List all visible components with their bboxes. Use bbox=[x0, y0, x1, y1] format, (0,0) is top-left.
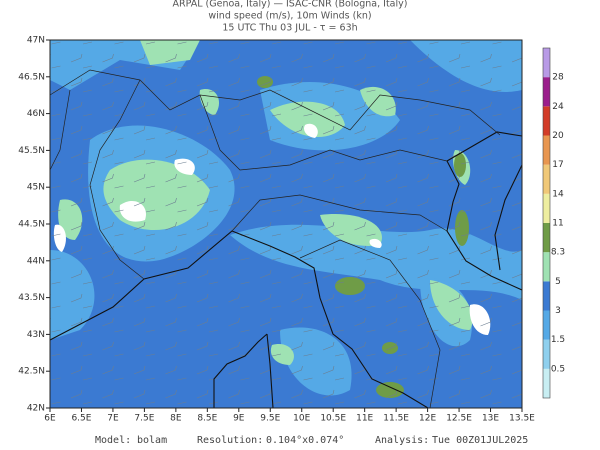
y-tick-label: 46N bbox=[27, 109, 45, 119]
border bbox=[89, 79, 145, 280]
x-tick-label: 10E bbox=[293, 414, 310, 424]
colorbar-label: 20 bbox=[552, 131, 564, 141]
y-tick-label: 42N bbox=[27, 404, 45, 414]
y-tick-label: 45.5N bbox=[18, 146, 45, 156]
y-tick-label: 43N bbox=[27, 330, 45, 340]
footer: Model: bolam Resolution: 0.104°x0.074° A… bbox=[95, 435, 528, 446]
x-tick-label: 11E bbox=[356, 414, 373, 424]
x-tick-label: 7E bbox=[107, 414, 119, 424]
map-area bbox=[50, 40, 522, 408]
footer-label: Model: bbox=[95, 435, 131, 446]
colorbar-segment bbox=[543, 48, 550, 78]
coastline bbox=[446, 131, 522, 291]
colorbar-segment bbox=[543, 106, 550, 136]
colorbar-segment bbox=[543, 339, 550, 369]
y-tick-label: 44N bbox=[27, 256, 45, 266]
x-tick-label: 8E bbox=[170, 414, 182, 424]
y-tick-label: 42.5N bbox=[18, 367, 45, 377]
wind-barbs bbox=[50, 40, 522, 408]
border bbox=[231, 194, 448, 232]
colorbar-segment bbox=[543, 77, 550, 107]
footer-value: Tue 00Z01JUL2025 bbox=[432, 435, 528, 446]
y-tick-label: 43.5N bbox=[18, 293, 45, 303]
colorbar-label: 14 bbox=[552, 189, 564, 199]
y-tick-label: 44.5N bbox=[18, 220, 45, 230]
colorbar-label: 1.5 bbox=[551, 335, 565, 345]
colorbar-label: 28 bbox=[552, 73, 564, 83]
colorbar-label: 3 bbox=[555, 306, 561, 316]
footer-value: bolam bbox=[137, 435, 167, 446]
x-tick-label: 8.5E bbox=[197, 414, 217, 424]
x-tick-label: 9E bbox=[233, 414, 245, 424]
border bbox=[50, 89, 448, 171]
colorbar-segment bbox=[543, 310, 550, 340]
colorbar-frame bbox=[542, 47, 551, 399]
colorbar-segment bbox=[543, 164, 550, 194]
colorbar-segment bbox=[543, 223, 550, 253]
x-tick-label: 9.5E bbox=[260, 414, 280, 424]
colorbar-label: 8.3 bbox=[551, 248, 565, 258]
colorbar-segment bbox=[543, 135, 550, 165]
title-line: 15 UTC Thu 03 JUL - τ = 63h bbox=[222, 23, 357, 34]
y-tick-label: 47N bbox=[27, 36, 45, 46]
x-tick-label: 11.5E bbox=[383, 414, 409, 424]
title-line: wind speed (m/s), 10m Winds (kn) bbox=[208, 11, 371, 22]
colorbar-label: 5 bbox=[555, 277, 561, 287]
colorbar-segment bbox=[543, 281, 550, 311]
x-tick-label: 7.5E bbox=[134, 414, 154, 424]
colorbar-label: 24 bbox=[552, 102, 564, 112]
x-tick-label: 6.5E bbox=[71, 414, 91, 424]
title-line: ARPAL (Genoa, Italy) — ISAC-CNR (Bologna… bbox=[173, 0, 408, 10]
colorbar-label: 0.5 bbox=[551, 364, 565, 374]
coastline bbox=[213, 333, 274, 408]
coastline bbox=[50, 230, 429, 408]
colorbar: 0.5 1.5 3 5 8.3 11 14 17 20 24 28 bbox=[542, 47, 565, 399]
border bbox=[299, 239, 441, 408]
x-tick-label: 12.5E bbox=[446, 414, 472, 424]
y-tick-label: 45N bbox=[27, 183, 45, 193]
footer-label: Resolution: bbox=[197, 435, 263, 446]
x-tick-label: 12E bbox=[419, 414, 436, 424]
x-tick-label: 13.5E bbox=[509, 414, 535, 424]
coastline bbox=[494, 164, 522, 271]
x-tick-label: 6E bbox=[44, 414, 56, 424]
x-tick-label: 10.5E bbox=[320, 414, 346, 424]
x-tick-label: 13E bbox=[482, 414, 499, 424]
colorbar-label: 11 bbox=[552, 219, 563, 229]
colorbar-segment bbox=[543, 368, 550, 398]
colorbar-segment bbox=[543, 252, 550, 282]
title: ARPAL (Genoa, Italy) — ISAC-CNR (Bologna… bbox=[173, 0, 408, 34]
y-tick-label: 46.5N bbox=[18, 72, 45, 82]
colorbar-label: 17 bbox=[552, 160, 563, 170]
footer-label: Analysis: bbox=[375, 435, 429, 446]
colorbar-segment bbox=[543, 193, 550, 223]
footer-value: 0.104°x0.074° bbox=[266, 435, 344, 446]
